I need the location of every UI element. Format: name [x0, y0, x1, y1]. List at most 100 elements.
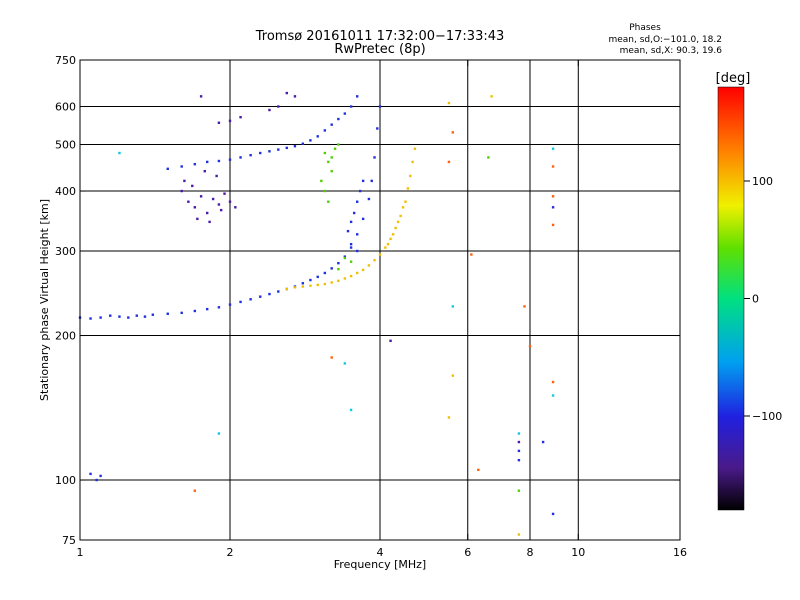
data-point [523, 305, 526, 308]
data-point [217, 203, 221, 206]
data-point [127, 316, 130, 319]
data-point [551, 165, 555, 168]
data-point [346, 229, 350, 233]
data-point [135, 314, 138, 317]
data-point [343, 256, 347, 260]
data-point [196, 217, 199, 221]
data-point [352, 211, 356, 215]
data-point [166, 312, 169, 315]
data-point [517, 489, 521, 492]
data-point [337, 279, 340, 283]
data-point [249, 298, 252, 301]
data-point [551, 394, 555, 397]
data-point [337, 117, 340, 121]
data-point [541, 440, 545, 444]
data-point [277, 290, 280, 293]
data-point [487, 156, 490, 159]
data-point [349, 220, 353, 224]
data-point [99, 316, 102, 319]
data-point [409, 174, 412, 178]
data-point [330, 169, 333, 173]
data-point [219, 208, 223, 212]
data-point [316, 135, 319, 138]
data-point [370, 179, 373, 183]
data-point [309, 278, 312, 282]
data-point [95, 478, 98, 482]
data-point [180, 189, 183, 193]
data-point [551, 512, 555, 516]
x-axis-ticks: 1 2 4 6 8 10 16 [77, 60, 687, 559]
data-point [551, 380, 555, 384]
x-tick-label: 1 [77, 546, 84, 559]
data-point [193, 489, 197, 492]
data-point [205, 160, 209, 164]
data-point [337, 261, 340, 265]
data-point [151, 313, 155, 316]
legend-line-x: mean, sd,X: 90.3, 19.6 [620, 46, 723, 56]
data-point [187, 200, 190, 203]
data-point [285, 91, 288, 95]
data-point [323, 282, 327, 286]
colorbar-ticks: 100 0 −100 [744, 175, 782, 423]
data-point [551, 206, 555, 209]
data-point [376, 127, 379, 130]
y-tick-label: 100 [55, 474, 76, 487]
data-point [517, 449, 521, 453]
data-point [180, 165, 183, 168]
data-point [384, 246, 387, 249]
data-point [89, 317, 92, 320]
data-point [447, 101, 451, 105]
data-point [223, 192, 226, 195]
data-point [355, 200, 359, 203]
x-tick-label: 2 [227, 546, 234, 559]
data-point [337, 143, 340, 146]
data-point [293, 95, 297, 98]
data-point [343, 112, 347, 115]
data-point [323, 271, 327, 275]
colorbar-tick-label: −100 [752, 410, 782, 423]
data-point [118, 151, 121, 155]
y-tick-label: 200 [55, 330, 76, 343]
data-point [228, 200, 232, 203]
data-point [349, 242, 353, 246]
data-point [89, 472, 92, 476]
legend-title: Phases [629, 23, 661, 33]
data-point [401, 206, 405, 209]
data-point [277, 148, 280, 151]
data-point [451, 305, 455, 308]
data-point [551, 147, 555, 150]
data-point [183, 179, 186, 183]
data-point [470, 253, 473, 256]
data-point [320, 179, 323, 183]
data-point [193, 162, 197, 166]
data-point [203, 169, 206, 173]
data-point [193, 206, 197, 209]
data-point [205, 307, 209, 311]
colorbar-tick-label: 0 [752, 293, 759, 306]
data-point [205, 211, 209, 215]
data-point [166, 167, 169, 171]
y-tick-label: 75 [62, 534, 76, 547]
data-point [180, 311, 183, 315]
data-point [316, 275, 319, 279]
data-point [330, 281, 333, 284]
data-point [517, 458, 521, 462]
data-point [367, 197, 371, 201]
data-point [211, 197, 215, 201]
data-point [477, 468, 480, 472]
data-point [118, 315, 121, 318]
data-point [217, 432, 221, 435]
data-point [323, 189, 327, 193]
data-point [217, 159, 221, 163]
data-point [143, 315, 147, 318]
data-point [396, 220, 400, 224]
data-point [355, 271, 359, 275]
data-point [285, 146, 288, 150]
data-point [373, 259, 376, 262]
data-point [413, 147, 417, 150]
data-point [330, 123, 333, 126]
data-point [517, 440, 521, 444]
chart-subtitle: RwPretec (8p) [334, 42, 425, 57]
data-point [301, 142, 305, 145]
data-point [378, 105, 382, 108]
